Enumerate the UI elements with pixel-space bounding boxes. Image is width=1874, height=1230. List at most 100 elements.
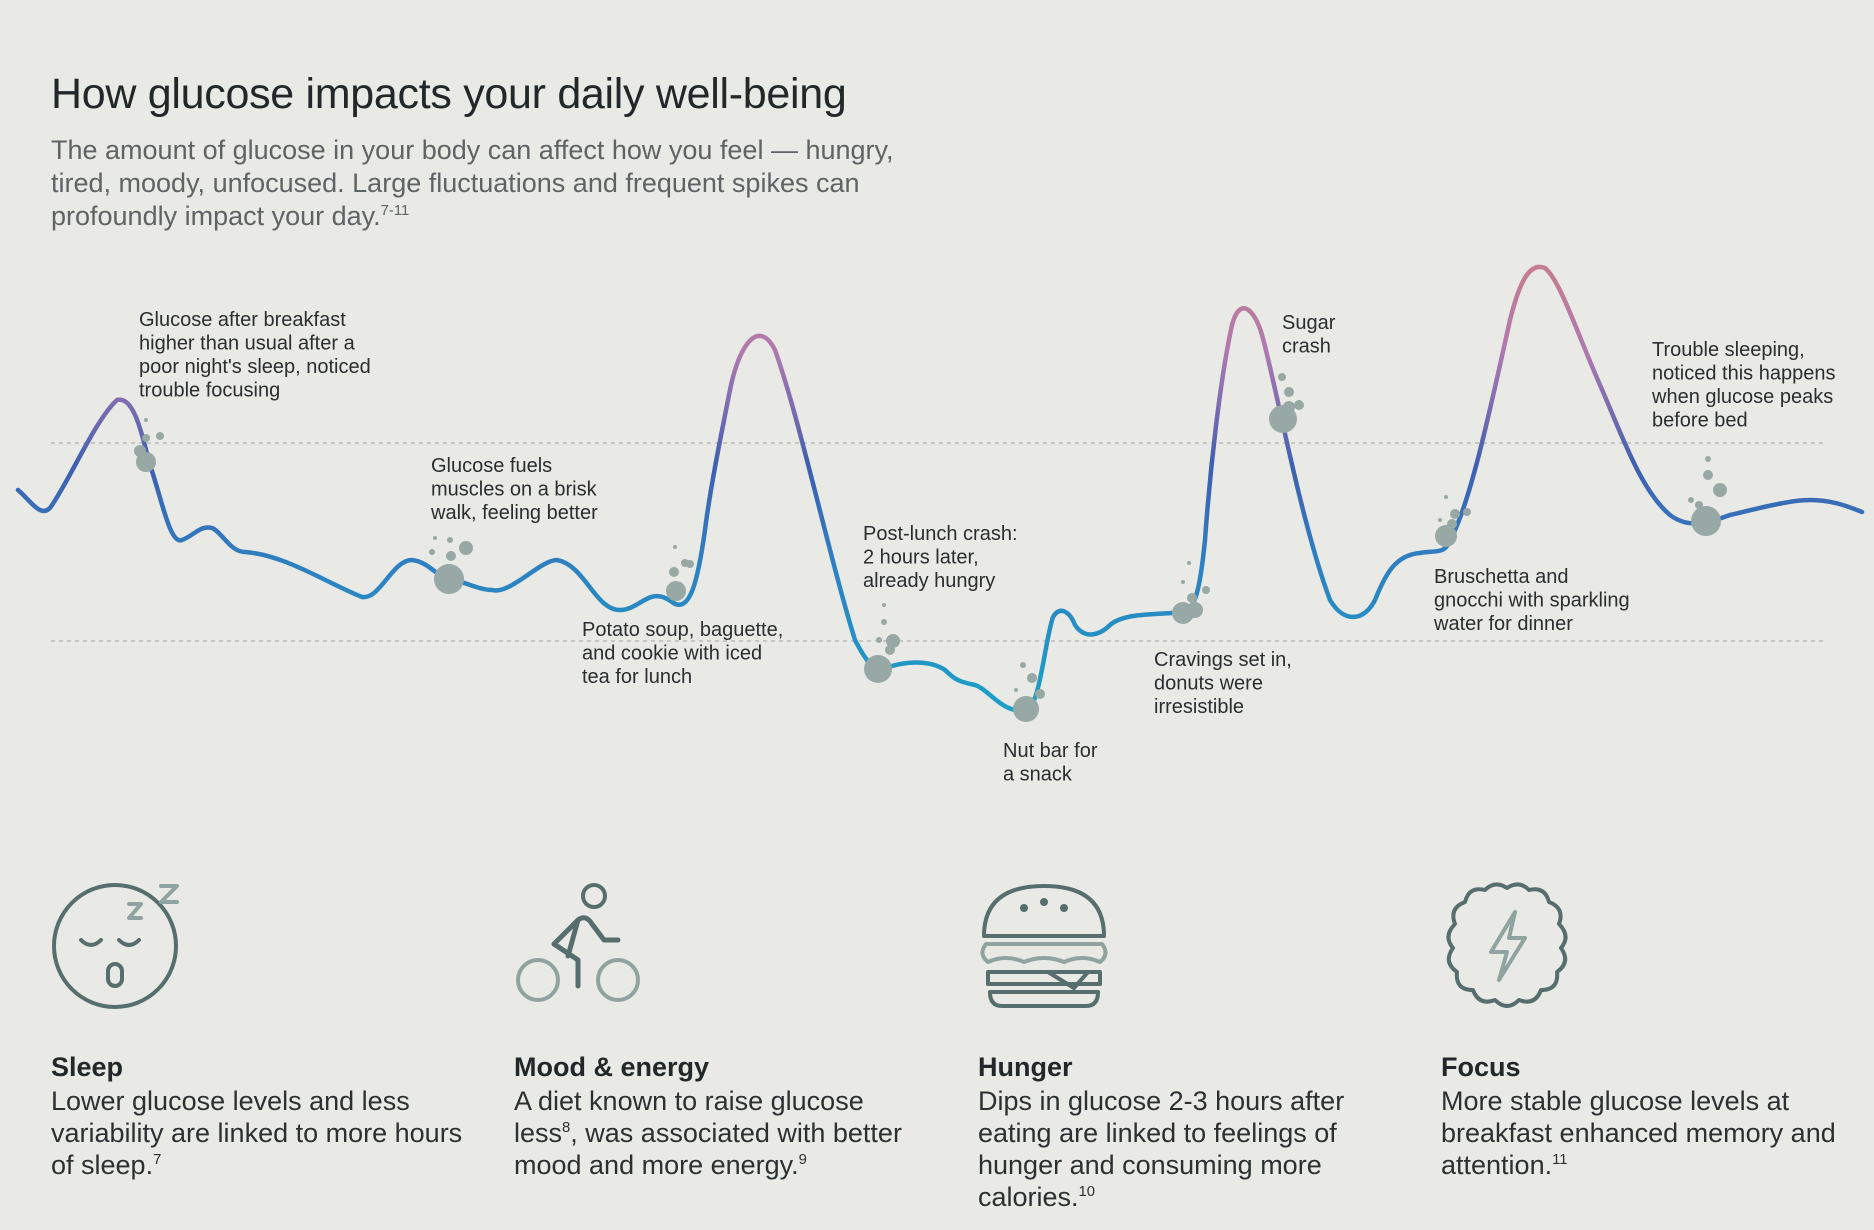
card-title: Mood & energy [514,1052,710,1082]
annotation-line: higher than usual after a [139,333,356,355]
marker-bubble [446,551,456,561]
card-reference: 10 [1078,1184,1096,1200]
annotation-sugar-crash: Sugar crash [1282,312,1336,358]
marker-bubble [1284,387,1294,397]
event-marker [666,545,694,601]
event-marker [1435,495,1471,547]
marker-bubble [1187,602,1203,618]
marker-bubble [144,418,148,422]
marker-bubble [673,545,677,549]
card-reference: 9 [798,1152,807,1168]
marker-bubble [1027,673,1037,683]
card-title: Focus [1441,1052,1521,1082]
annotation-line: tea for lunch [582,666,692,688]
marker-dot [864,655,892,683]
card-body-text: Lower glucose levels and less variabilit… [51,1086,463,1180]
marker-bubble [1695,501,1703,509]
annotation-line: and cookie with iced [582,643,762,665]
marker-dot [1013,696,1039,722]
sleeping-face-icon [52,883,179,1009]
annotation-line: before bed [1652,410,1748,432]
annotation-line: a snack [1003,764,1073,786]
annotation-line: walk, feeling better [430,502,598,524]
annotation-sleep: Trouble sleeping, noticed this happens whe… [1651,339,1835,432]
card-mood-energy: Mood & energy A diet known to raise gluc… [514,880,934,1181]
annotation-line: Post-lunch crash: [863,523,1018,545]
annotation-line: 2 hours later, [863,547,979,569]
event-marker [1269,373,1304,433]
card-title: Sleep [51,1052,124,1082]
marker-bubble [1020,662,1026,668]
marker-dot [136,452,156,472]
card-reference: 11 [1552,1152,1568,1168]
marker-dot [666,581,686,601]
card-body: Dips in glucose 2-3 hours after eating a… [978,1085,1398,1213]
annotation-line: already hungry [863,570,995,592]
annotation-line: Cravings set in, [1154,649,1292,671]
page-subtitle: The amount of glucose in your body can a… [51,134,931,233]
card-body: A diet known to raise glucose less8, was… [514,1085,934,1181]
annotation-line: water for dinner [1433,613,1573,635]
marker-bubble [156,432,164,440]
event-marker [429,536,473,594]
marker-bubble [1447,519,1457,529]
glucose-curve-diagram: Glucose after breakfast higher than usual… [15,264,1865,786]
event-marker [1688,456,1727,536]
annotation-line: gnocchi with sparkling [1434,590,1630,612]
annotation-lunch: Potato soup, baguette, and cookie with ic… [582,619,783,688]
marker-bubble [1035,689,1045,699]
annotation-walk: Glucose fuels muscles on a brisk walk, fee… [430,455,598,524]
annotation-snack: Nut bar for a snack [1003,740,1098,786]
marker-bubble [1444,495,1448,499]
marker-dot [1435,525,1457,547]
event-marker [1172,561,1210,624]
event-markers [134,373,1727,722]
marker-bubble [1278,373,1286,381]
annotation-post-lunch: Post-lunch crash: 2 hours later, already h… [863,523,1018,592]
marker-bubble [1187,593,1197,603]
marker-bubble [1187,561,1191,565]
marker-bubble [1450,509,1460,519]
annotation-line: trouble focusing [139,380,280,402]
subtitle-text: The amount of glucose in your body can a… [51,135,894,231]
marker-bubble [459,541,473,555]
marker-bubble [433,536,437,540]
card-focus: Focus More stable glucose levels at brea… [1441,880,1861,1181]
glucose-curve [15,264,1865,713]
marker-bubble [142,434,150,442]
marker-bubble [447,537,453,543]
marker-bubble [1294,400,1304,410]
annotation-line: Potato soup, baguette, [582,619,783,641]
annotation-line: Nut bar for [1003,740,1098,762]
marker-bubble [134,445,146,457]
annotations: Glucose after breakfast higher than usual… [139,309,1835,786]
marker-bubble [1703,470,1713,480]
annotation-line: noticed this happens [1652,363,1835,385]
annotation-line: muscles on a brisk [431,479,598,501]
marker-bubble [1283,401,1295,413]
card-body: More stable glucose levels at breakfast … [1441,1085,1861,1181]
annotation-line: poor night's sleep, noticed [139,356,371,378]
card-body-text: , was associated with better mood and mo… [514,1118,902,1180]
card-title: Hunger [978,1052,1073,1082]
annotation-breakfast: Glucose after breakfast higher than usual… [139,309,371,402]
marker-bubble [886,634,900,648]
card-body-text: A diet known to raise glucose less [514,1086,864,1148]
card-body-text: More stable glucose levels at breakfast … [1441,1086,1836,1180]
marker-bubble [1181,580,1185,584]
annotation-dinner: Bruschetta and gnocchi with sparkling wate… [1433,566,1630,635]
cyclist-icon [516,883,640,1002]
annotation-line: Sugar [1282,312,1336,334]
annotation-cravings: Cravings set in, donuts were irresistible [1154,649,1292,718]
card-reference: 7 [153,1152,162,1168]
burger-icon [980,884,1108,1008]
marker-bubble [1688,497,1694,503]
annotation-line: Glucose after breakfast [139,309,346,331]
annotation-line: crash [1282,336,1331,358]
marker-dot [1691,506,1721,536]
marker-bubble [1463,508,1471,516]
annotation-line: Glucose fuels [431,455,552,477]
card-reference: 8 [562,1120,571,1136]
annotation-line: irresistible [1154,696,1244,718]
annotation-line: donuts were [1154,673,1263,695]
